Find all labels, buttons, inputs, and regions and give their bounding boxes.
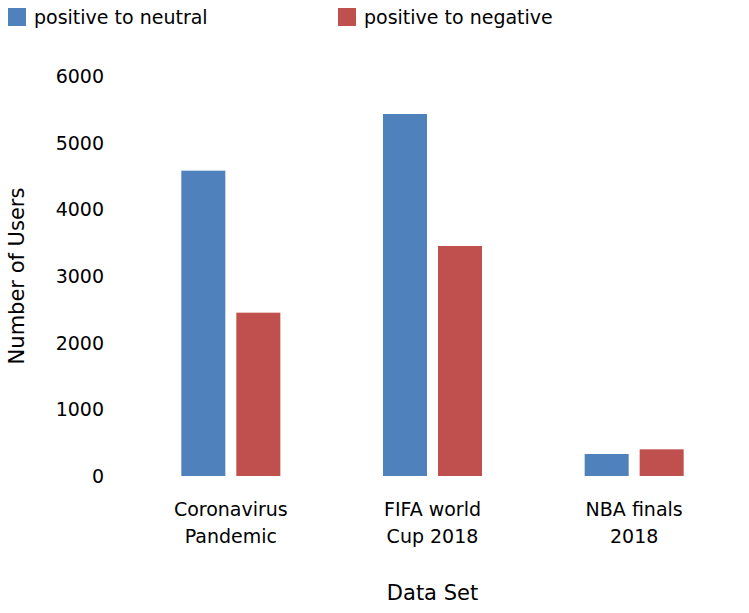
- y-tick-label: 1000: [56, 398, 104, 420]
- y-axis-title: Number of Users: [5, 188, 29, 365]
- x-tick-label: FIFA worldCup 2018: [384, 498, 481, 547]
- bar: [181, 171, 225, 476]
- bars: [181, 114, 683, 476]
- x-tick-label: NBA finals2018: [586, 498, 683, 547]
- chart-root: 0 1000 2000 3000 4000 5000 6000 CoronavirusPand…: [0, 0, 749, 613]
- bar: [640, 449, 684, 476]
- y-tick-label: 5000: [56, 132, 104, 154]
- x-axis-title: Data Set: [387, 581, 478, 605]
- bar: [383, 114, 427, 476]
- bar: [236, 313, 280, 476]
- y-tick-label: 2000: [56, 332, 104, 354]
- bar: [438, 246, 482, 476]
- y-tick-label: 0: [92, 465, 104, 487]
- y-tick-label: 6000: [56, 65, 104, 87]
- legend-label: positive to neutral: [34, 6, 208, 28]
- legend-swatch: [8, 8, 26, 26]
- y-tick-label: 4000: [56, 198, 104, 220]
- y-tick-label: 3000: [56, 265, 104, 287]
- legend-swatch: [338, 8, 356, 26]
- x-tick-label: CoronavirusPandemic: [174, 498, 288, 547]
- chart-svg: 0 1000 2000 3000 4000 5000 6000 CoronavirusPand…: [0, 0, 749, 613]
- legend-label: positive to negative: [364, 6, 553, 28]
- bar: [585, 454, 629, 476]
